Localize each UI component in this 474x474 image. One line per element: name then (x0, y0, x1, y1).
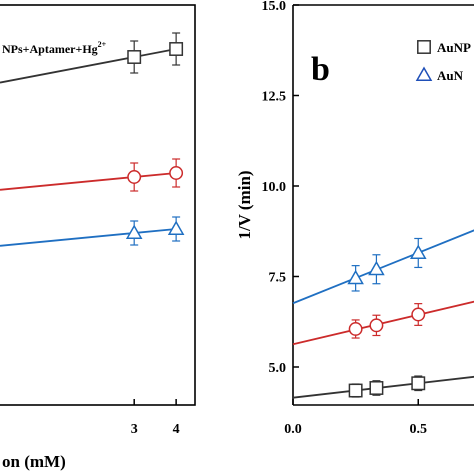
legend-label: AuNP (437, 40, 471, 55)
data-point (167, 220, 185, 235)
fit-line (0, 228, 177, 247)
y-tick-label: 10.0 (262, 180, 287, 195)
data-point (347, 269, 364, 285)
panel-b-y-axis-label: 1/V (min) (235, 170, 254, 239)
legend-label: AuN (437, 68, 464, 83)
data-point (369, 381, 384, 395)
panel-a-legend: NPs+Aptamer+Hg2+ (2, 40, 107, 56)
fit-line (292, 300, 474, 346)
y-tick-label: 12.5 (262, 89, 287, 104)
data-point (411, 376, 426, 391)
panel-b: b 1/V (min) AuNP AuN 0.0 0.5 5.0 7.5 10.0 12.5… (235, 0, 474, 437)
panel-a-frame (0, 4, 196, 406)
fit-line (292, 375, 474, 399)
x-tick-label: 3 (131, 422, 138, 437)
y-tick-label: 7.5 (269, 270, 287, 285)
data-point (169, 42, 184, 56)
x-tick-label: 0.0 (284, 422, 302, 437)
data-point (125, 224, 143, 239)
y-tick-label: 5.0 (269, 361, 287, 376)
panel-b-label: b (311, 51, 330, 88)
data-point (127, 50, 142, 64)
fit-line (0, 172, 177, 191)
data-point (368, 260, 385, 276)
data-point (369, 318, 384, 333)
panel-a-x-axis-label: on (mM) (2, 452, 66, 471)
x-tick-label: 0.5 (410, 422, 428, 437)
data-point (411, 307, 426, 322)
panel-b-ticks: 0.0 0.5 5.0 7.5 10.0 12.5 15.0 (262, 0, 428, 437)
panel-b-plot-area (292, 229, 474, 399)
panel-a-plot-area (0, 32, 185, 247)
data-point (169, 166, 184, 180)
legend-marker (415, 66, 433, 81)
data-point (409, 244, 427, 259)
legend-marker (417, 40, 431, 54)
data-point (348, 322, 363, 336)
y-tick-label: 15.0 (262, 0, 287, 14)
x-tick-label: 4 (173, 422, 180, 437)
panel-b-legend: AuNP AuN (415, 40, 471, 83)
data-point (127, 170, 142, 184)
data-point (348, 383, 363, 398)
fit-line (292, 229, 474, 305)
fit-line (0, 48, 177, 84)
